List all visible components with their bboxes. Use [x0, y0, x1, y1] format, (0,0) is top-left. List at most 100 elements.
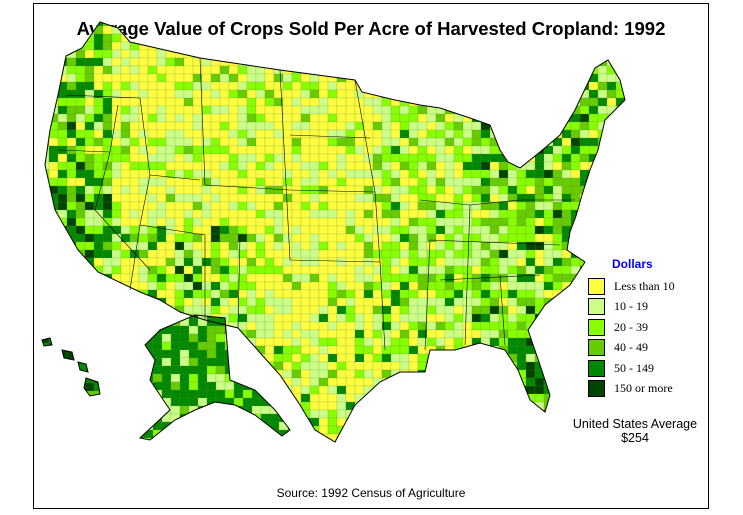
county-cell: [408, 177, 419, 187]
county-cell: [102, 81, 113, 91]
county-cell: [224, 421, 235, 431]
county-cell: [435, 81, 446, 91]
county-cell: [287, 437, 290, 440]
county-cell: [327, 217, 338, 227]
county-cell: [579, 22, 590, 27]
county-cell: [462, 409, 473, 419]
county-cell: [111, 49, 122, 59]
county-cell: [129, 22, 140, 27]
county-cell: [480, 81, 491, 91]
county-cell: [489, 233, 500, 243]
county-cell: [147, 409, 158, 419]
county-cell: [453, 417, 464, 427]
county-cell: [534, 97, 545, 107]
county-cell: [165, 177, 176, 187]
county-cell: [255, 89, 266, 99]
county-cell: [300, 393, 311, 403]
county-cell: [45, 369, 50, 379]
county-cell: [57, 361, 68, 371]
county-cell: [336, 22, 347, 27]
county-cell: [327, 289, 338, 299]
county-cell: [453, 337, 464, 347]
county-cell: [309, 217, 320, 227]
county-cell: [516, 201, 527, 211]
county-cell: [480, 25, 491, 35]
county-cell: [570, 161, 581, 171]
county-cell: [462, 153, 473, 163]
county-cell: [624, 25, 625, 35]
county-cell: [390, 185, 401, 195]
county-cell: [102, 177, 113, 187]
county-cell: [291, 321, 302, 331]
county-cell: [390, 409, 401, 419]
county-cell: [42, 366, 50, 376]
county-cell: [390, 121, 401, 131]
county-cell: [381, 217, 392, 227]
county-cell: [534, 265, 545, 275]
county-cell: [66, 393, 77, 403]
county-cell: [606, 161, 617, 171]
county-cell: [300, 41, 311, 51]
county-cell: [480, 377, 491, 387]
county-cell: [336, 137, 347, 147]
county-cell: [210, 425, 221, 435]
county-cell: [156, 145, 167, 155]
county-cell: [300, 321, 311, 331]
county-cell: [327, 241, 338, 251]
county-cell: [525, 41, 536, 51]
county-cell: [552, 97, 563, 107]
county-cell: [273, 177, 284, 187]
county-cell: [318, 305, 329, 315]
county-cell: [408, 257, 419, 267]
county-cell: [201, 33, 212, 43]
county-cell: [66, 374, 77, 384]
county-cell: [444, 97, 455, 107]
county-cell: [606, 97, 617, 107]
county-cell: [525, 153, 536, 163]
county-cell: [264, 329, 275, 339]
county-cell: [120, 369, 131, 379]
county-cell: [516, 417, 527, 427]
county-cell: [84, 105, 95, 115]
county-cell: [480, 185, 491, 195]
county-cell: [273, 145, 284, 155]
county-cell: [381, 25, 392, 35]
county-cell: [624, 201, 625, 211]
county-cell: [489, 89, 500, 99]
county-cell: [606, 113, 617, 123]
county-cell: [210, 201, 221, 211]
county-cell: [444, 121, 455, 131]
county-cell: [417, 441, 428, 442]
county-cell: [327, 153, 338, 163]
county-cell: [237, 41, 248, 51]
county-cell: [251, 365, 262, 375]
county-cell: [75, 49, 86, 59]
county-cell: [75, 57, 86, 67]
county-cell: [192, 289, 203, 299]
county-cell: [111, 233, 122, 243]
county-cell: [246, 209, 257, 219]
county-cell: [615, 41, 625, 51]
county-cell: [228, 353, 239, 363]
county-cell: [201, 113, 212, 123]
county-cell: [237, 417, 248, 427]
county-cell: [435, 201, 446, 211]
county-cell: [462, 425, 473, 435]
county-cell: [102, 289, 113, 299]
county-cell: [300, 145, 311, 155]
county-cell: [219, 409, 230, 419]
county-cell: [174, 177, 185, 187]
county-cell: [561, 361, 572, 371]
county-cell: [174, 81, 185, 91]
county-cell: [233, 333, 244, 343]
county-cell: [525, 137, 536, 147]
county-cell: [143, 389, 154, 399]
county-cell: [246, 145, 257, 155]
county-cell: [345, 217, 356, 227]
county-cell: [192, 57, 203, 67]
county-cell: [534, 161, 545, 171]
county-cell: [282, 313, 293, 323]
county-cell: [336, 89, 347, 99]
county-cell: [165, 241, 176, 251]
county-cell: [345, 153, 356, 163]
